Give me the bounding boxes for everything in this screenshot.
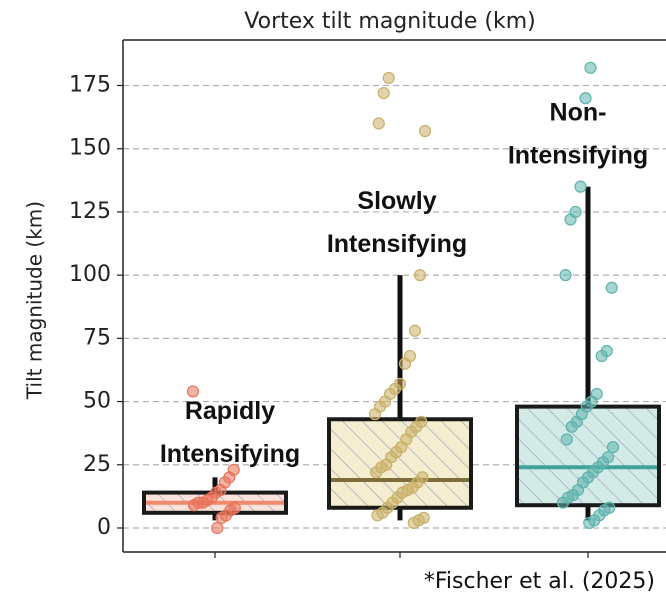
data-point	[579, 92, 592, 105]
data-point	[595, 349, 608, 363]
data-point	[556, 496, 570, 509]
y-tick-label: 175	[69, 73, 111, 98]
data-point	[215, 511, 228, 524]
data-point	[211, 521, 224, 535]
data-point	[371, 509, 384, 522]
data-point	[584, 61, 597, 74]
y-tick-label: 50	[83, 389, 111, 414]
group-label: Non-	[550, 98, 607, 126]
y-tick-label: 125	[69, 199, 111, 224]
data-point	[377, 86, 390, 100]
y-tick-label: 100	[69, 262, 111, 287]
group-label: Slowly	[357, 187, 436, 215]
data-point	[407, 516, 420, 530]
group-label: Intensifying	[160, 440, 300, 468]
y-tick-label: 75	[83, 325, 111, 350]
data-point	[382, 71, 395, 85]
data-point	[559, 269, 572, 282]
data-point	[574, 180, 587, 193]
data-point	[186, 385, 200, 398]
data-point	[370, 466, 383, 479]
data-point	[418, 124, 432, 138]
group-label: Intensifying	[327, 230, 467, 258]
data-point	[368, 408, 382, 421]
axes: 0 25 50 75 100 125 150 175	[69, 39, 666, 558]
data-point	[372, 117, 385, 130]
data-point	[583, 516, 596, 530]
y-axis-label: Tilt magnitude (km)	[23, 201, 47, 400]
y-tick-label: 25	[83, 452, 111, 477]
y-tick-label: 150	[69, 136, 111, 161]
box-hatch	[515, 404, 661, 508]
data-point	[188, 499, 201, 512]
data-point	[564, 213, 577, 226]
data-point	[560, 433, 573, 446]
footnote: *Fischer et al. (2025)	[424, 569, 655, 594]
chart-title: Vortex tilt magnitude (km)	[244, 9, 535, 34]
data-point	[606, 440, 620, 454]
y-tick-label: 0	[97, 515, 111, 540]
plot-area: Rapidly Intensifying Slowly Intensifying Non…	[123, 61, 666, 535]
data-point	[413, 269, 427, 282]
group-label: Rapidly	[185, 397, 275, 425]
data-point	[398, 357, 412, 370]
data-point	[605, 281, 618, 294]
data-point	[565, 420, 578, 433]
data-point	[408, 324, 422, 337]
group-label: Intensifying	[508, 141, 648, 169]
